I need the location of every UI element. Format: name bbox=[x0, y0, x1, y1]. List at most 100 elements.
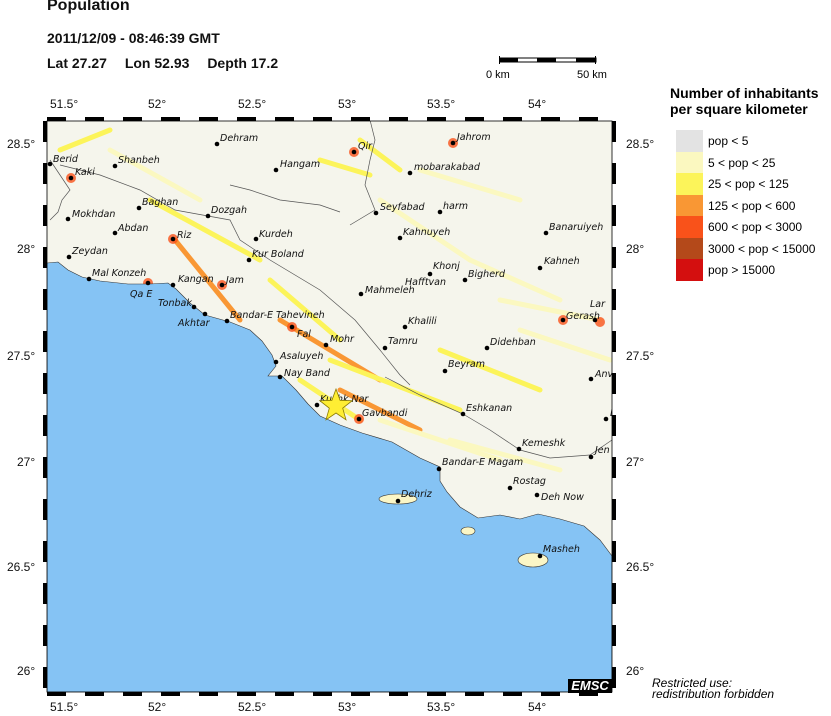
city-dot bbox=[86, 276, 92, 282]
legend-item: pop > 15000 bbox=[676, 259, 831, 281]
legend-label: 5 < pop < 25 bbox=[708, 155, 776, 170]
legend-swatch bbox=[676, 237, 703, 259]
city-label: Riz bbox=[177, 230, 192, 241]
city-label: Kur Boland bbox=[252, 249, 305, 260]
lat-tick: 26° bbox=[626, 664, 645, 678]
legend-title-line-2: per square kilometer bbox=[670, 101, 808, 117]
lon-tick: 54° bbox=[528, 700, 547, 714]
city-dot bbox=[145, 280, 151, 286]
city-label: Zeydan bbox=[71, 246, 108, 257]
city-label: Kurdeh bbox=[259, 229, 293, 240]
province-borders bbox=[49, 121, 612, 459]
density-streak bbox=[417, 167, 523, 203]
legend-item: pop < 5 bbox=[676, 130, 831, 152]
city-dot bbox=[437, 209, 443, 215]
city-label: Asaluyeh bbox=[279, 351, 323, 362]
city-label: Shanbeh bbox=[118, 155, 160, 166]
legend-swatch bbox=[676, 130, 703, 152]
city-dot bbox=[397, 235, 403, 241]
city-dot bbox=[395, 498, 401, 504]
city-layer: Berid Kaki Shanbeh Dehram Hangam Qir Jahrom mob… bbox=[47, 132, 614, 559]
lat-tick: 27° bbox=[626, 455, 645, 469]
city-label: Gerash bbox=[566, 311, 600, 322]
lon-tick: 52° bbox=[148, 97, 167, 111]
city-dot bbox=[191, 304, 197, 310]
city-label: Kaki bbox=[75, 167, 95, 178]
city-label: Berid bbox=[53, 154, 79, 165]
city-label: Anv bbox=[594, 369, 614, 380]
city-label: Baghan bbox=[142, 197, 178, 208]
city-label: Bandar-E Magam bbox=[442, 457, 523, 468]
city-label: Kushk Nar bbox=[320, 394, 369, 405]
city-label: Fal bbox=[297, 329, 311, 340]
lat-tick: 26° bbox=[17, 664, 36, 678]
legend-label: pop > 15000 bbox=[708, 263, 776, 277]
lon-tick: 53.5° bbox=[427, 700, 456, 714]
city-dot bbox=[289, 324, 295, 330]
density-streak bbox=[447, 437, 563, 473]
city-dot bbox=[112, 163, 118, 169]
lat-label: Lat 27.27 bbox=[47, 55, 107, 71]
city-dot bbox=[219, 282, 225, 288]
scale-bar bbox=[499, 56, 597, 64]
city-label: Nay Band bbox=[284, 368, 331, 379]
epicenter-star-icon[interactable] bbox=[318, 387, 354, 421]
city-label: Dehram bbox=[220, 133, 258, 144]
city-label: Lar bbox=[590, 299, 606, 310]
density-streak bbox=[337, 387, 423, 433]
city-dot bbox=[170, 236, 176, 242]
city-dot bbox=[112, 230, 118, 236]
city-dot bbox=[427, 271, 433, 277]
city-label: Hangam bbox=[280, 159, 320, 170]
city-dot bbox=[407, 170, 413, 176]
density-streak bbox=[467, 257, 563, 303]
city-dot bbox=[603, 416, 609, 422]
city-dot bbox=[543, 230, 549, 236]
notice-line-2: redistribution forbidden bbox=[652, 687, 775, 701]
city-dot bbox=[436, 466, 442, 472]
city-label: Kahnuyeh bbox=[403, 227, 450, 238]
city-label: Didehban bbox=[490, 337, 536, 348]
city-label: Khalili bbox=[408, 316, 437, 327]
city-dot bbox=[537, 553, 543, 559]
lat-tick: 27° bbox=[17, 455, 36, 469]
legend-item: 5 < pop < 25 bbox=[676, 151, 831, 173]
event-coordinates: Lat 27.27 Lon 52.93 Depth 17.2 bbox=[47, 55, 292, 71]
legend-label: 3000 < pop < 15000 bbox=[708, 241, 816, 256]
density-streak bbox=[317, 157, 373, 178]
scale-start-label: 0 km bbox=[486, 69, 510, 81]
city-label: Kangan bbox=[178, 274, 214, 285]
lon-tick: 53° bbox=[338, 97, 357, 111]
city-dot bbox=[592, 317, 598, 323]
legend-item: 600 < pop < 3000 bbox=[676, 216, 831, 238]
lat-tick: 28° bbox=[626, 242, 645, 256]
city-dot bbox=[402, 324, 408, 330]
city-dot bbox=[484, 345, 490, 351]
city-label: mobarakabad bbox=[414, 162, 481, 173]
legend-item: 25 < pop < 125 bbox=[676, 173, 831, 195]
city-dot bbox=[214, 141, 220, 147]
city-dot bbox=[516, 446, 522, 452]
city-label: harm bbox=[443, 201, 468, 212]
density-streak bbox=[277, 317, 383, 383]
city-dot bbox=[560, 317, 566, 323]
city-dot bbox=[462, 277, 468, 283]
city-dot bbox=[202, 311, 208, 317]
population-density-layer bbox=[57, 127, 612, 473]
city-label: Abdan bbox=[117, 223, 148, 234]
legend-label: 125 < pop < 600 bbox=[708, 198, 796, 213]
lon-tick: 54° bbox=[528, 97, 547, 111]
legend-label: pop < 5 bbox=[708, 134, 749, 148]
scale-end-label: 50 km bbox=[577, 69, 607, 81]
city-dot bbox=[47, 161, 53, 167]
city-label: Bandar-E Tahevineh bbox=[230, 310, 325, 321]
city-dot bbox=[273, 359, 279, 365]
lon-tick: 52.5° bbox=[238, 97, 267, 111]
city-dot bbox=[323, 342, 329, 348]
city-label: Dozgah bbox=[211, 205, 247, 216]
city-dot bbox=[534, 492, 540, 498]
city-label: Seyfabad bbox=[380, 202, 426, 213]
city-label: Jahrom bbox=[455, 132, 491, 143]
city-label: Tamru bbox=[388, 336, 418, 347]
